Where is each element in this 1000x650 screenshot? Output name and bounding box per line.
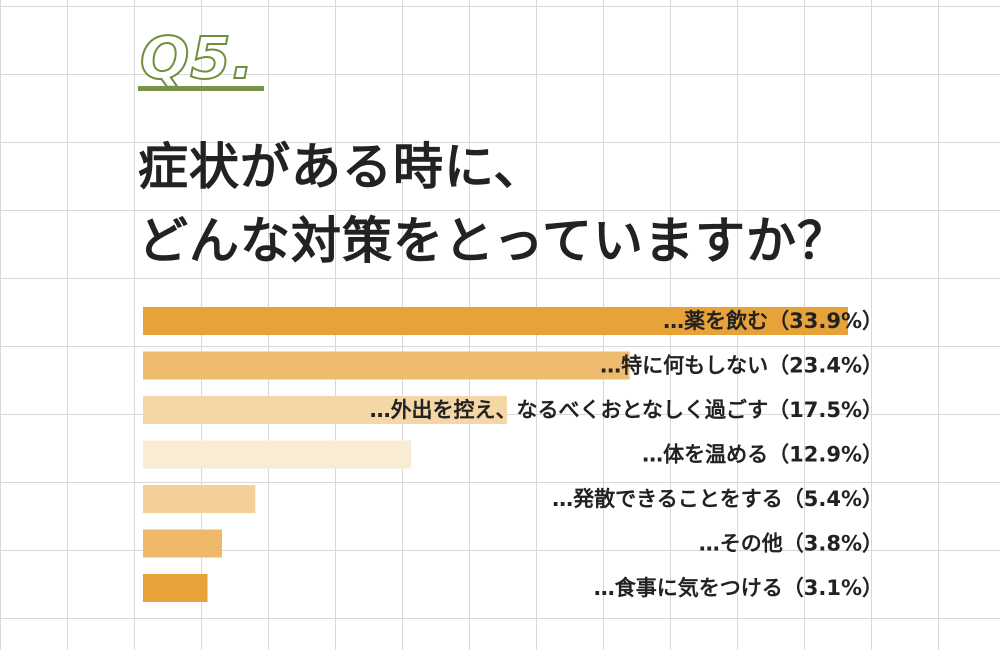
bar-label-4: …体を温める（12.9%） [642, 443, 883, 467]
bar-2 [143, 351, 630, 380]
bar-1 [143, 307, 848, 335]
bar-label-1: …薬を飲む（33.9%） [663, 309, 883, 333]
question-number: Q5. [138, 14, 264, 94]
question-title: 症状がある時に、 どんな対策をとっていますか？ [138, 130, 848, 278]
bar-group [143, 307, 848, 602]
bar-4 [143, 440, 412, 469]
question-underline [138, 86, 264, 91]
bar-label-2: …特に何もしない（23.4%） [600, 354, 883, 378]
bar-6 [143, 529, 222, 558]
bar-5 [143, 485, 256, 513]
question-title-line-1: 症状がある時に、 [138, 138, 545, 196]
bar-label-3: …外出を控え、なるべくおとなしく過ごす（17.5%） [370, 398, 883, 422]
question-title-line-2: どんな対策をとっていますか？ [138, 212, 848, 270]
bar-7 [143, 574, 208, 602]
bar-label-6: …その他（3.8%） [699, 532, 883, 556]
bar-3 [143, 396, 507, 424]
label-group: …薬を飲む（33.9%） …特に何もしない（23.4%） …外出を控え、なるべくおと… [370, 309, 883, 600]
question-number-text: Q5. [140, 24, 255, 92]
bar-label-5: …発散できることをする（5.4%） [552, 487, 883, 511]
bar-label-7: …食事に気をつける（3.1%） [594, 576, 883, 600]
